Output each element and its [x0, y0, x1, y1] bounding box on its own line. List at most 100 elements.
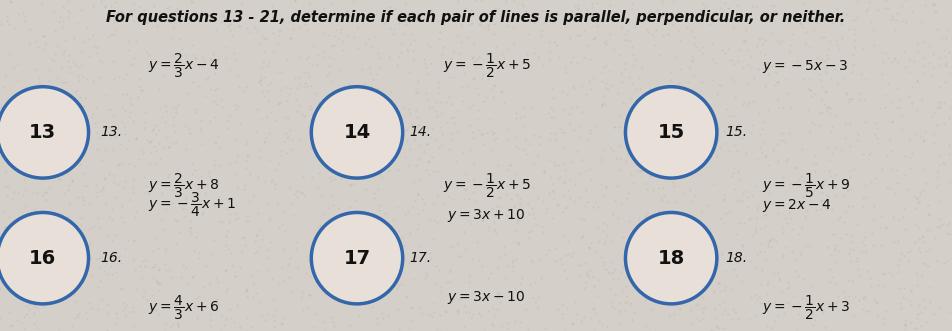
Point: [394, 121, 409, 126]
Point: [223, 196, 238, 201]
Point: [543, 174, 558, 179]
Point: [93, 189, 109, 194]
Point: [168, 129, 183, 135]
Point: [776, 225, 791, 230]
Point: [400, 163, 415, 168]
Point: [650, 109, 665, 114]
Point: [132, 4, 148, 9]
Point: [260, 267, 275, 273]
Point: [690, 237, 705, 243]
Point: [591, 318, 606, 323]
Point: [492, 299, 507, 305]
Point: [461, 34, 476, 39]
Point: [322, 137, 337, 142]
Point: [676, 87, 691, 92]
Point: [666, 208, 682, 213]
Point: [89, 190, 104, 195]
Point: [517, 105, 532, 110]
Point: [637, 213, 652, 218]
Point: [784, 227, 800, 232]
Point: [209, 86, 225, 91]
Point: [333, 277, 348, 282]
Point: [892, 285, 907, 291]
Point: [583, 127, 598, 133]
Point: [292, 137, 307, 142]
Point: [508, 62, 524, 67]
Point: [918, 129, 933, 135]
Point: [750, 66, 765, 71]
Point: [125, 118, 140, 123]
Point: [98, 17, 113, 22]
Point: [643, 134, 658, 140]
Point: [651, 209, 666, 214]
Point: [30, 224, 45, 229]
Point: [488, 231, 504, 236]
Point: [831, 47, 846, 52]
Point: [724, 287, 739, 292]
Point: [812, 302, 827, 307]
Point: [589, 293, 605, 299]
Point: [275, 278, 290, 283]
Point: [255, 60, 270, 65]
Point: [110, 163, 126, 168]
Point: [866, 297, 882, 303]
Point: [718, 284, 733, 289]
Point: [533, 32, 548, 37]
Point: [565, 105, 580, 111]
Point: [625, 317, 640, 323]
Point: [628, 252, 644, 258]
Point: [281, 261, 296, 266]
Point: [681, 238, 696, 244]
Point: [466, 59, 482, 64]
Point: [256, 49, 271, 54]
Point: [267, 307, 282, 312]
Text: 13.: 13.: [100, 125, 122, 139]
Point: [711, 280, 726, 285]
Point: [270, 102, 286, 107]
Point: [466, 76, 482, 81]
Point: [490, 195, 506, 201]
Point: [173, 274, 188, 279]
Point: [730, 168, 745, 174]
Point: [101, 8, 116, 14]
Point: [643, 86, 658, 92]
Point: [345, 260, 360, 265]
Point: [665, 286, 681, 292]
Point: [425, 168, 440, 174]
Point: [627, 23, 643, 28]
Point: [387, 6, 403, 12]
Point: [85, 273, 100, 278]
Point: [346, 145, 361, 150]
Point: [852, 297, 867, 302]
Point: [725, 114, 741, 119]
Point: [386, 31, 401, 36]
Point: [590, 24, 605, 29]
Point: [94, 297, 109, 303]
Point: [724, 316, 740, 322]
Point: [337, 243, 352, 248]
Point: [507, 143, 523, 149]
Point: [636, 166, 651, 172]
Point: [672, 236, 687, 241]
Point: [304, 107, 319, 112]
Point: [471, 310, 486, 315]
Point: [279, 58, 294, 63]
Point: [510, 145, 526, 151]
Point: [18, 98, 33, 103]
Point: [753, 281, 768, 286]
Point: [422, 312, 437, 317]
Point: [732, 178, 747, 183]
Point: [612, 308, 627, 313]
Point: [792, 232, 807, 237]
Point: [499, 263, 514, 269]
Point: [240, 293, 255, 298]
Point: [423, 7, 438, 12]
Point: [307, 324, 322, 330]
Point: [844, 204, 860, 209]
Point: [407, 138, 423, 143]
Point: [516, 114, 531, 119]
Point: [404, 318, 419, 324]
Point: [717, 50, 732, 56]
Point: [912, 134, 927, 139]
Point: [298, 56, 313, 62]
